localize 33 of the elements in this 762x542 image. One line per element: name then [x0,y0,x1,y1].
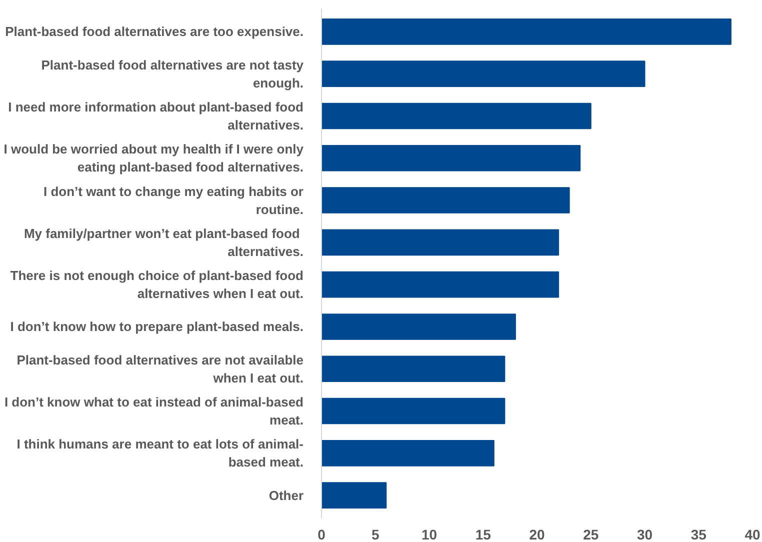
x-tick-label: 20 [529,526,545,542]
bar [322,102,592,130]
x-tick-label: 0 [318,526,326,542]
bar [322,482,387,508]
x-tick-label: 40 [744,526,760,542]
bar [322,440,494,466]
y-tick-label: Other [268,488,304,503]
bar [322,356,506,382]
y-tick-label: I think humans are meant to eat lots of animal-based meat. [16,436,304,470]
bar [322,229,560,256]
x-tick-label: 25 [583,526,599,542]
bar [322,271,560,298]
bar [322,60,646,87]
x-tick-label: 10 [421,526,438,542]
y-tick-label: There is not enough choice of plant-based food alternatives when I eat out. [10,268,304,302]
y-tick-label: My family/partner won’t eat plant-based food alternatives. [24,226,304,259]
y-tick-label: I don’t want to change my eating habits or routine. [43,184,304,217]
bar [322,187,570,214]
x-tick-label: 35 [690,526,707,542]
bar [322,398,506,424]
x-tick-label: 30 [636,526,653,542]
y-tick-label: Plant-based food alternatives are too expensive. [5,24,304,40]
x-tick-label: 15 [475,526,492,542]
bar [322,144,581,172]
y-tick-label: Plant-based food alternatives are not tasty enough. [41,57,304,90]
y-tick-label: I need more information about plant-based food alternatives. [8,99,304,132]
bar [322,314,516,340]
y-tick-label: Plant-based food alternatives are not available when I eat out. [16,352,304,386]
y-tick-label: I would be worried about my health if I were only eating plant-based food alternatives. [4,142,304,175]
y-tick-label: I don’t know what to eat instead of animal-based meat. [4,394,304,428]
bar [322,18,732,45]
y-tick-label: I don’t know how to prepare plant-based meals. [10,319,304,334]
x-tick-label: 5 [371,526,380,542]
